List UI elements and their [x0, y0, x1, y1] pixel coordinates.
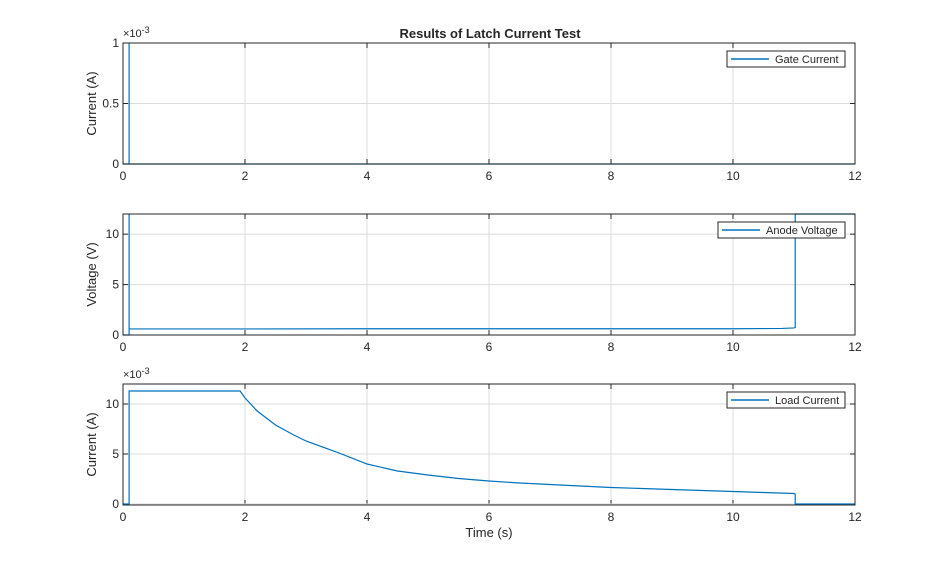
legend-box	[717, 221, 846, 239]
x-tick-label: 10	[726, 340, 740, 354]
y-tick-label: 0	[112, 157, 119, 171]
x-tick-label: 2	[242, 340, 249, 354]
series-line-anode-voltage	[123, 213, 855, 336]
y-axis-label: Voltage (V)	[84, 242, 99, 306]
axes-box	[122, 213, 856, 336]
y-tick-label: 10	[106, 227, 120, 241]
x-tick-label: 2	[242, 169, 249, 183]
x-tick-label: 0	[120, 510, 127, 524]
x-tick-label: 10	[726, 169, 740, 183]
x-tick-label: 8	[608, 340, 615, 354]
legend: Anode Voltage	[717, 221, 846, 239]
y-tick-label: 0	[112, 328, 119, 342]
x-tick-label: 4	[364, 340, 371, 354]
exponent-base: ×10	[123, 369, 142, 381]
x-axis-label: Time (s)	[465, 525, 512, 540]
y-axis-label: Current (A)	[84, 412, 99, 476]
axes-panel-1: 0 2 4 6 8 10 12 0 0.5 1 Current (A) ×10-3 Gate Curre…	[84, 25, 862, 183]
legend-label: Load Current	[775, 395, 839, 407]
x-tick-label: 0	[120, 340, 127, 354]
x-tick-label: 2	[242, 510, 249, 524]
y-tick-label: 5	[112, 278, 119, 292]
axes-panel-3: 0 2 4 6 8 10 12 0 5 10 Current (A) Time (s) ×10-3 Loa…	[84, 366, 862, 540]
legend: Gate Current	[726, 50, 846, 68]
y-axis-exponent: ×10-3	[123, 25, 150, 40]
x-tick-label: 10	[726, 510, 740, 524]
y-axis-label: Current (A)	[84, 71, 99, 135]
y-tick-label: 0	[112, 497, 119, 511]
x-tick-label: 6	[486, 169, 493, 183]
x-tick-label: 12	[848, 340, 862, 354]
x-tick-label: 4	[364, 510, 371, 524]
x-tick-label: 12	[848, 169, 862, 183]
x-tick-label: 4	[364, 169, 371, 183]
legend-box	[726, 50, 846, 68]
x-tick-label: 6	[486, 340, 493, 354]
x-tick-label: 6	[486, 510, 493, 524]
legend-label: Anode Voltage	[766, 225, 838, 237]
series-line-load-current	[123, 390, 855, 505]
x-tick-label: 8	[608, 510, 615, 524]
x-tick-label: 8	[608, 169, 615, 183]
exponent-base: ×10	[123, 28, 142, 40]
x-tick-label: 12	[848, 510, 862, 524]
exponent-power: -3	[142, 25, 150, 35]
legend-label: Gate Current	[775, 54, 839, 66]
y-tick-label: 10	[106, 397, 120, 411]
y-axis-exponent: ×10-3	[123, 366, 150, 381]
y-tick-label: 5	[112, 447, 119, 461]
y-tick-label: 1	[112, 36, 119, 50]
figure-title: Results of Latch Current Test	[399, 26, 581, 41]
axes-box	[122, 42, 856, 165]
exponent-power: -3	[142, 366, 150, 376]
legend-box	[726, 391, 846, 409]
y-tick-label: 0.5	[102, 97, 119, 111]
axes-panel-2: 0 2 4 6 8 10 12 0 5 10 Voltage (V) Anode Voltage	[84, 213, 862, 354]
x-tick-label: 0	[120, 169, 127, 183]
legend: Load Current	[726, 391, 846, 409]
axes-box	[122, 383, 856, 506]
